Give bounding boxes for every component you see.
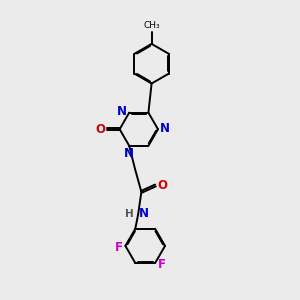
Text: O: O — [95, 123, 105, 136]
Text: F: F — [115, 241, 123, 254]
Text: F: F — [158, 258, 166, 271]
Text: N: N — [124, 147, 134, 160]
Text: H: H — [125, 208, 134, 219]
Text: O: O — [158, 179, 167, 192]
Text: N: N — [160, 122, 170, 135]
Text: N: N — [117, 106, 127, 118]
Text: CH₃: CH₃ — [143, 21, 160, 30]
Text: N: N — [139, 207, 149, 220]
